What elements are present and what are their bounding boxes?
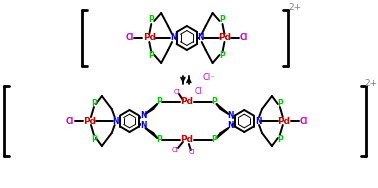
Text: P: P bbox=[277, 134, 283, 143]
Text: N: N bbox=[255, 117, 261, 126]
Text: P: P bbox=[149, 52, 154, 61]
Text: N: N bbox=[197, 33, 204, 42]
Text: Cl: Cl bbox=[174, 89, 180, 95]
Text: Cl: Cl bbox=[172, 147, 178, 153]
Text: P: P bbox=[220, 15, 225, 24]
Text: Pd: Pd bbox=[143, 33, 156, 42]
Text: P: P bbox=[212, 136, 217, 145]
Text: N: N bbox=[227, 121, 234, 130]
Text: N: N bbox=[140, 121, 147, 130]
Text: Pd: Pd bbox=[218, 33, 231, 42]
Text: Cl: Cl bbox=[66, 117, 74, 126]
Text: Cl: Cl bbox=[299, 117, 308, 126]
Text: Cl: Cl bbox=[189, 149, 195, 155]
Text: Pd: Pd bbox=[277, 117, 290, 126]
Text: P: P bbox=[91, 99, 97, 108]
Text: 2+: 2+ bbox=[364, 80, 377, 89]
Text: P: P bbox=[156, 98, 162, 106]
Text: P: P bbox=[156, 136, 162, 145]
Text: Pd: Pd bbox=[180, 98, 194, 106]
Text: Cl: Cl bbox=[125, 33, 134, 42]
Text: N: N bbox=[170, 33, 176, 42]
Text: P: P bbox=[212, 98, 217, 106]
Text: N: N bbox=[112, 117, 119, 126]
Text: P: P bbox=[149, 15, 154, 24]
Text: P: P bbox=[220, 52, 225, 61]
Text: P: P bbox=[91, 134, 97, 143]
Text: N: N bbox=[227, 111, 234, 121]
Text: P: P bbox=[277, 99, 283, 108]
Text: Cl: Cl bbox=[240, 33, 248, 42]
Text: Pd: Pd bbox=[180, 136, 194, 145]
Text: 2+: 2+ bbox=[288, 4, 301, 12]
Text: Cl: Cl bbox=[195, 87, 203, 96]
Text: Cl⁻: Cl⁻ bbox=[202, 73, 215, 82]
Text: N: N bbox=[140, 111, 147, 121]
Text: Pd: Pd bbox=[84, 117, 96, 126]
